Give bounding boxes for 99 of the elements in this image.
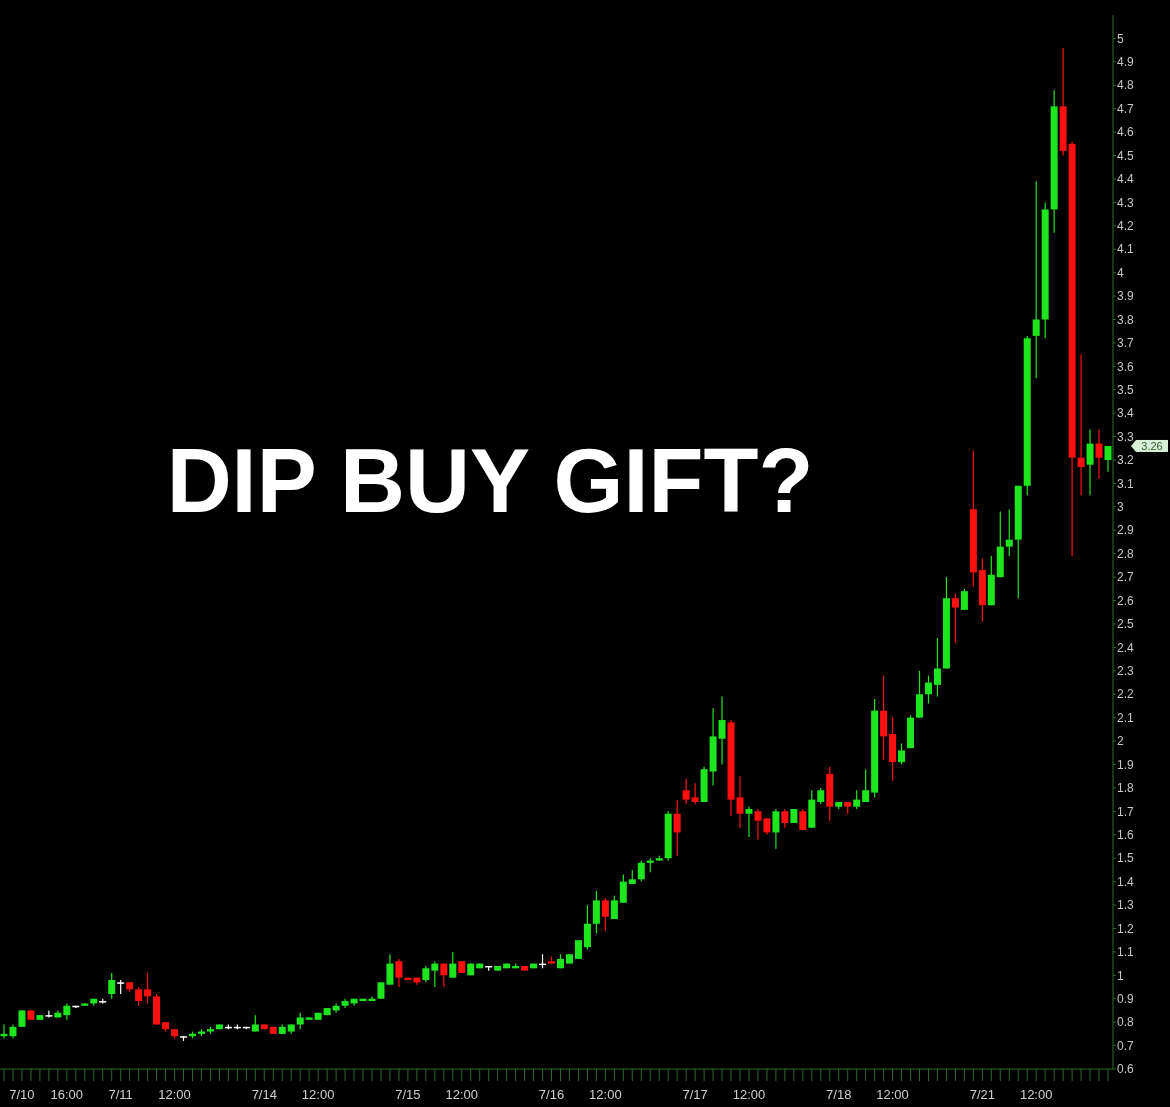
candlestick (781, 808, 789, 829)
y-tick-label: 2.2 (1117, 687, 1135, 702)
y-tick-label: 4.3 (1117, 195, 1135, 210)
y-tick-label: 4.6 (1117, 125, 1135, 140)
candlestick (574, 939, 582, 960)
candlestick (853, 789, 861, 810)
candlestick (736, 775, 744, 829)
text: 3.26 (1141, 439, 1163, 452)
y-tick-label: 3.1 (1117, 476, 1135, 491)
y-tick-label: 3.4 (1117, 406, 1135, 421)
y-tick-label: 4.2 (1117, 219, 1135, 233)
y-tick-label: 2.4 (1117, 640, 1135, 655)
y-tick-label: 0.6 (1117, 1062, 1135, 1077)
text: DIP BUY GIFT? (166, 431, 814, 531)
candlestick (951, 592, 959, 644)
y-tick-label: 5 (1117, 31, 1124, 46)
candlestick (449, 951, 457, 979)
candlestick (45, 1009, 53, 1019)
y-tick-label: 4.8 (1117, 78, 1135, 93)
candlestick (1032, 180, 1040, 379)
x-tick-label: 7/18 (826, 1087, 852, 1102)
candlestick (1005, 508, 1013, 557)
y-tick-label: 3.7 (1117, 336, 1135, 351)
y-tick-label: 3.9 (1117, 289, 1135, 304)
x-tick-label: 7/14 (251, 1087, 277, 1102)
y-tick-label: 1.3 (1117, 898, 1135, 913)
y-tick-label: 4 (1117, 265, 1124, 280)
y-tick-label: 3.5 (1117, 382, 1135, 397)
candlestick (583, 904, 591, 951)
candlestick (691, 782, 699, 805)
x-tick-label: 12:00 (158, 1087, 191, 1102)
candlestick (637, 859, 645, 883)
y-tick-label: 0.7 (1117, 1038, 1135, 1053)
candlestick (924, 674, 932, 705)
y-tick-label: 1.8 (1117, 781, 1135, 796)
candlestick (395, 958, 403, 988)
candlestick (386, 953, 394, 986)
y-tick-label: 2.9 (1117, 523, 1135, 538)
candlestick (718, 695, 726, 766)
candlestick (619, 874, 627, 904)
y-tick-label: 1.2 (1117, 921, 1135, 936)
y-tick-label: 3.6 (1117, 359, 1135, 374)
y-tick-label: 3.2 (1117, 453, 1135, 468)
candlestick (772, 808, 780, 850)
candlestick (135, 986, 143, 1007)
y-tick-label: 1 (1117, 968, 1124, 983)
x-tick-label: 12:00 (589, 1087, 622, 1102)
y-tick-label: 1.9 (1117, 757, 1135, 772)
y-tick-label: 2.1 (1117, 710, 1135, 725)
y-tick-label: 1.7 (1117, 804, 1135, 819)
x-tick-label: 12:00 (1019, 1087, 1053, 1102)
x-tick-label: 12:00 (732, 1087, 766, 1102)
y-tick-label: 2.3 (1117, 664, 1135, 679)
y-tick-label: 4.9 (1117, 55, 1135, 70)
candlestick (862, 768, 870, 803)
x-tick-label: 7/21 (969, 1087, 995, 1102)
candlestick (431, 960, 439, 988)
x-tick-label: 12:00 (445, 1087, 479, 1102)
y-tick-label: 1.5 (1117, 851, 1135, 866)
y-tick-label: 1.4 (1117, 874, 1135, 889)
y-tick-label: 2.8 (1117, 546, 1135, 561)
candlestick (916, 670, 924, 719)
y-tick-label: 1.1 (1117, 945, 1135, 960)
y-tick-label: 4.5 (1117, 148, 1135, 163)
y-tick-label: 2.7 (1117, 570, 1135, 585)
x-tick-label: 12:00 (301, 1087, 335, 1102)
candlestick (144, 972, 152, 1005)
y-tick-label: 2.5 (1117, 617, 1135, 632)
y-tick-label: 0.8 (1117, 1015, 1135, 1030)
x-tick-label: 7/10 (9, 1087, 35, 1102)
x-tick-label: 7/17 (682, 1087, 708, 1102)
candlestick (933, 637, 941, 698)
candlestick (754, 808, 762, 841)
x-tick-label: 7/15 (395, 1087, 421, 1102)
y-tick-label: 2 (1117, 734, 1124, 749)
candlestick (898, 742, 906, 766)
y-tick-label: 1.6 (1117, 827, 1135, 842)
candlestick (960, 588, 968, 611)
x-tick-label: 16:00 (50, 1087, 84, 1102)
candlestick (592, 890, 600, 934)
y-tick-label: 0.9 (1117, 991, 1135, 1006)
candlestick (1095, 428, 1103, 480)
candlestick (1086, 428, 1094, 496)
candlestick (745, 806, 753, 838)
candlestick (673, 799, 681, 857)
x-tick-label: 12:00 (876, 1087, 909, 1102)
y-tick-label: 2.6 (1117, 593, 1135, 608)
x-tick-label: 7/16 (538, 1087, 565, 1102)
candlestick (682, 777, 690, 805)
candlestick (1077, 354, 1085, 496)
y-tick-label: 3.3 (1117, 429, 1135, 444)
y-tick-label: 4.4 (1117, 172, 1135, 187)
y-tick-label: 3 (1117, 500, 1124, 515)
y-tick-label: 4.7 (1117, 101, 1135, 116)
x-tick-label: 7/11 (108, 1087, 133, 1102)
y-tick-label: 4.1 (1117, 242, 1135, 257)
candlestick (108, 972, 116, 1000)
y-tick-label: 3.8 (1117, 312, 1135, 327)
candlestick (601, 897, 609, 932)
